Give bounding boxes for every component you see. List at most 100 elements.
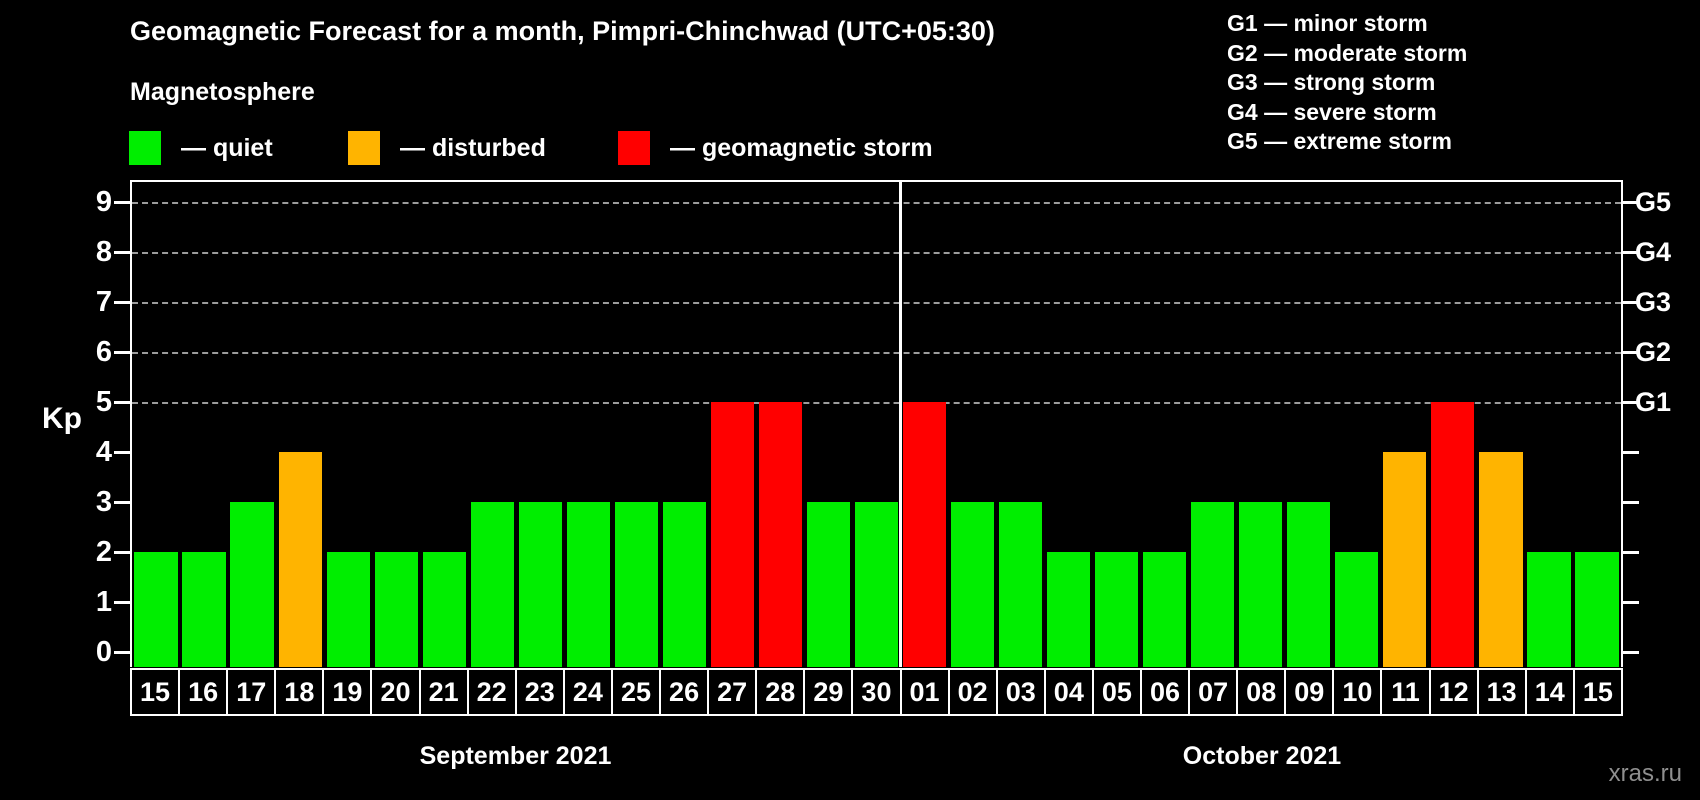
- quiet-swatch-icon: [129, 131, 161, 165]
- day-label: 08: [1236, 668, 1287, 716]
- kp-bar-column: [180, 182, 228, 667]
- g-legend-line-g1: G1 — minor storm: [1227, 10, 1428, 36]
- legend-label-quiet: — quiet: [181, 134, 273, 162]
- day-label: 04: [1043, 668, 1094, 716]
- kp-bar-column: [997, 182, 1045, 667]
- watermark: xras.ru: [1608, 760, 1682, 787]
- kp-tick-3: [114, 501, 130, 504]
- kp-tick-label-7: 7: [95, 286, 112, 318]
- g-axis-label-g4: G4: [1635, 237, 1672, 267]
- kp-bar-column: [564, 182, 612, 667]
- kp-tick-9: [114, 201, 130, 204]
- g-axis-label-g2: G2: [1635, 337, 1672, 367]
- day-label: 23: [514, 668, 565, 716]
- day-label: 17: [226, 668, 277, 716]
- g-axis-tick-8: [1623, 251, 1639, 254]
- kp-tick-1: [114, 601, 130, 604]
- kp-bar-october-13: [1479, 452, 1523, 667]
- day-label: 19: [322, 668, 373, 716]
- day-label: 22: [466, 668, 517, 716]
- g-axis-tick-6: [1623, 351, 1639, 354]
- kp-bar-october-01: [902, 402, 947, 667]
- kp-bar-column: [852, 182, 900, 667]
- g-axis-tick-3: [1623, 501, 1639, 504]
- kp-bar-october-14: [1527, 552, 1571, 667]
- g-axis-label-g1: G1: [1635, 387, 1672, 417]
- g-legend-line-g2: G2 — moderate storm: [1227, 39, 1468, 66]
- kp-bar-column: [612, 182, 660, 667]
- kp-bar-column: [1333, 182, 1381, 667]
- kp-bar-column: [1477, 182, 1525, 667]
- day-label: 26: [659, 668, 710, 716]
- day-label: 20: [370, 668, 421, 716]
- kp-tick-8: [114, 251, 130, 254]
- month-label-october: October 2021: [1182, 742, 1342, 770]
- g-axis-label-g5: G5: [1635, 187, 1672, 217]
- kp-axis-title: Kp: [42, 402, 82, 435]
- kp-bar-column: [1045, 182, 1093, 667]
- kp-bar-column: [756, 182, 804, 667]
- kp-bar-october-08: [1239, 502, 1283, 667]
- day-label: 02: [947, 668, 998, 716]
- kp-bar-september-26: [662, 502, 706, 667]
- kp-bar-column: [1573, 182, 1621, 667]
- kp-bar-october-02: [950, 502, 995, 667]
- day-label: 18: [274, 668, 325, 716]
- kp-bar-september-29: [806, 502, 851, 667]
- month-label-september: September 2021: [419, 742, 612, 770]
- month-separator-line: [899, 182, 903, 667]
- kp-bar-column: [660, 182, 708, 667]
- kp-bar-october-11: [1383, 452, 1427, 667]
- kp-bar-september-23: [518, 502, 562, 667]
- day-label: 07: [1188, 668, 1239, 716]
- kp-tick-label-2: 2: [95, 536, 112, 568]
- kp-bar-september-18: [278, 452, 322, 667]
- kp-tick-label-0: 0: [95, 636, 112, 668]
- day-label: 03: [995, 668, 1046, 716]
- kp-bar-september-24: [566, 502, 610, 667]
- kp-bar-september-15: [134, 552, 178, 667]
- kp-bar-column: [1093, 182, 1141, 667]
- day-label: 09: [1284, 668, 1335, 716]
- g-axis-tick-9: [1623, 201, 1639, 204]
- kp-bar-column: [324, 182, 372, 667]
- day-label: 21: [418, 668, 469, 716]
- kp-bar-september-20: [374, 552, 418, 667]
- kp-bar-october-05: [1095, 552, 1139, 667]
- day-axis: 15 16 17 18 19 20 21 22 23 24 25 26 27 28 29 30 01 02 03 04…: [130, 668, 1623, 716]
- kp-bar-october-10: [1335, 552, 1379, 667]
- g-legend-line-g4: G4 — severe storm: [1227, 98, 1437, 125]
- day-label: 16: [178, 668, 229, 716]
- kp-bar-column: [1237, 182, 1285, 667]
- kp-tick-label-1: 1: [95, 586, 112, 618]
- kp-tick-label-5: 5: [95, 386, 112, 418]
- kp-tick-2: [114, 551, 130, 554]
- bars-row: [132, 182, 1621, 667]
- day-label: 05: [1091, 668, 1142, 716]
- g-legend-line-g5: G5 — extreme storm: [1227, 128, 1452, 154]
- plot-area: 0 1 2 3 4 5 6 7 8 9 G1 G2 G3 G4 G5: [96, 180, 1671, 668]
- g-scale-legend: G1 — minor storm G2 — moderate storm G3 …: [1227, 9, 1467, 157]
- kp-bar-october-07: [1191, 502, 1235, 667]
- kp-bar-column: [372, 182, 420, 667]
- kp-bar-column: [276, 182, 324, 667]
- day-label: 30: [851, 668, 902, 716]
- kp-tick-label-8: 8: [95, 236, 112, 268]
- day-label: 12: [1428, 668, 1479, 716]
- kp-tick-label-4: 4: [95, 436, 112, 468]
- day-label: 01: [899, 668, 950, 716]
- kp-bar-column: [420, 182, 468, 667]
- kp-bar-column: [1525, 182, 1573, 667]
- kp-bar-october-03: [998, 502, 1043, 667]
- kp-bar-september-21: [422, 552, 466, 667]
- kp-bar-october-15: [1575, 552, 1619, 667]
- day-label: 29: [803, 668, 854, 716]
- kp-bar-september-27: [710, 402, 754, 667]
- kp-tick-7: [114, 301, 130, 304]
- day-label: 27: [707, 668, 758, 716]
- g-legend-line-g3: G3 — strong storm: [1227, 69, 1436, 95]
- kp-bar-column: [468, 182, 516, 667]
- kp-tick-5: [114, 401, 130, 404]
- day-label: 15: [130, 668, 181, 716]
